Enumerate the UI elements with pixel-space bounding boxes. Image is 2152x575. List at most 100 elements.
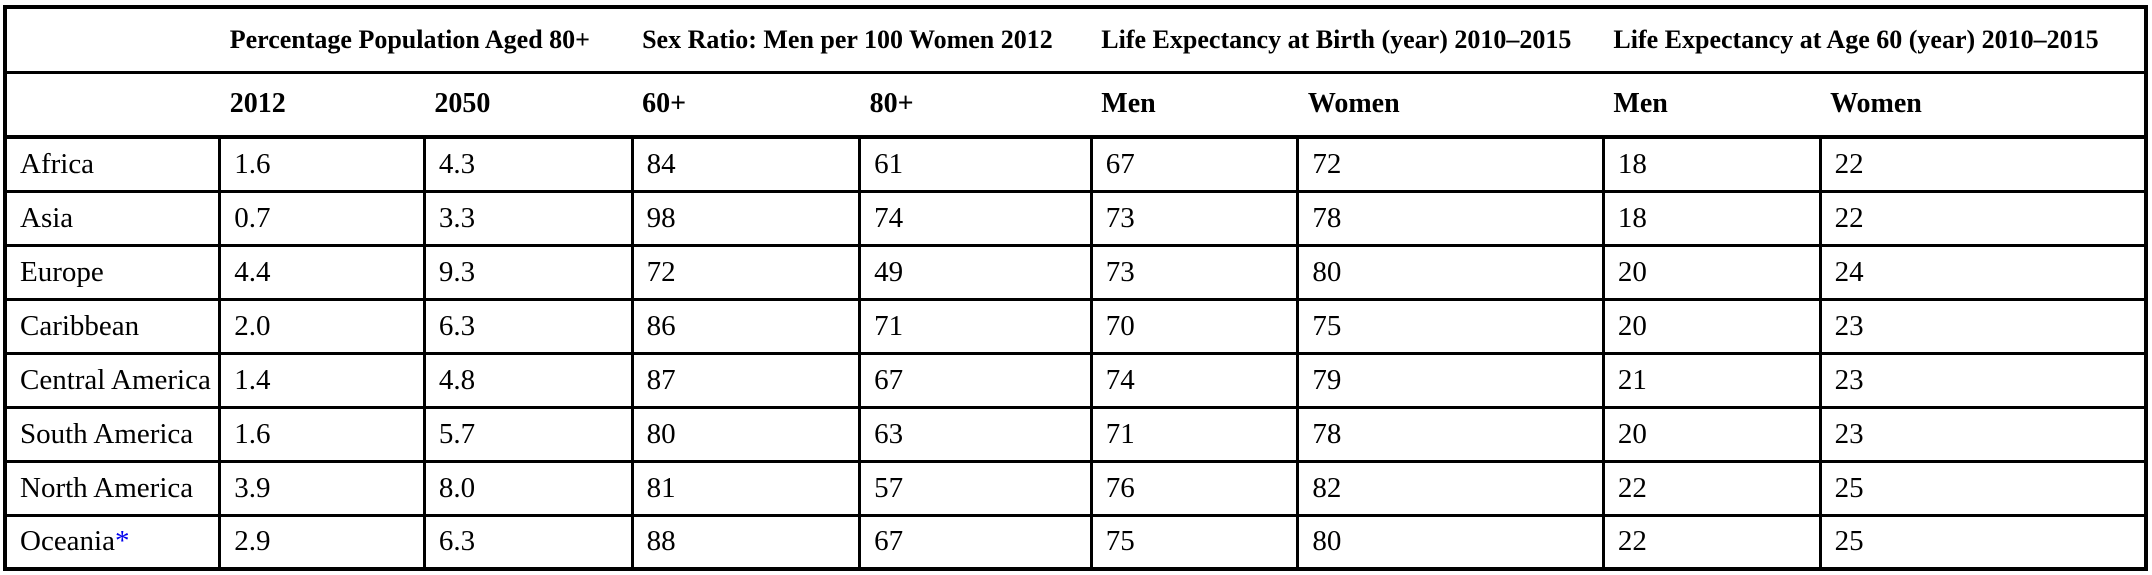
- table-row: North America 3.9 8.0 81 57 76 82 22 25: [3, 459, 2148, 517]
- value-cell: 74: [858, 189, 1093, 247]
- value-cell: 61: [858, 135, 1093, 193]
- group-header-life-expectancy-birth: Life Expectancy at Birth (year) 2010–201…: [1091, 7, 1604, 74]
- value-cell: 80: [1296, 243, 1605, 301]
- region-cell: Asia: [3, 189, 222, 247]
- value-cell: 18: [1601, 135, 1822, 193]
- value-cell: 23: [1818, 351, 2148, 409]
- table-row: Caribbean 2.0 6.3 86 71 70 75 20 23: [3, 297, 2148, 355]
- region-label: Africa: [20, 147, 95, 180]
- value-cell: 49: [858, 243, 1093, 301]
- group-header-empty: [5, 7, 220, 74]
- value-cell: 5.7: [422, 405, 634, 463]
- value-cell: 75: [1089, 513, 1300, 571]
- value-cell: 20: [1601, 405, 1822, 463]
- value-cell: 22: [1818, 135, 2148, 193]
- region-cell: Central America: [3, 351, 222, 409]
- sub-header-60plus: 60+: [632, 72, 860, 139]
- value-cell: 76: [1089, 459, 1300, 517]
- value-cell: 73: [1089, 243, 1300, 301]
- value-cell: 87: [630, 351, 862, 409]
- value-cell: 84: [630, 135, 862, 193]
- value-cell: 80: [630, 405, 862, 463]
- region-cell: Caribbean: [3, 297, 222, 355]
- region-label: Europe: [20, 255, 104, 288]
- value-cell: 22: [1818, 189, 2148, 247]
- value-cell: 6.3: [422, 297, 634, 355]
- sub-header-row: 2012 2050 60+ 80+ Men Women Men Women: [5, 72, 2146, 139]
- group-header-sex-ratio: Sex Ratio: Men per 100 Women 2012: [632, 7, 1092, 74]
- region-cell: Europe: [3, 243, 222, 301]
- table-row: Central America 1.4 4.8 87 67 74 79 21 2…: [3, 351, 2148, 409]
- value-cell: 80: [1296, 513, 1605, 571]
- value-cell: 72: [1296, 135, 1605, 193]
- value-cell: 88: [630, 513, 862, 571]
- value-cell: 20: [1601, 297, 1822, 355]
- value-cell: 1.6: [218, 405, 426, 463]
- region-label: Central America: [20, 363, 211, 396]
- value-cell: 86: [630, 297, 862, 355]
- value-cell: 18: [1601, 189, 1822, 247]
- sub-header-empty: [5, 72, 220, 139]
- value-cell: 81: [630, 459, 862, 517]
- value-cell: 67: [858, 513, 1093, 571]
- value-cell: 8.0: [422, 459, 634, 517]
- value-cell: 1.6: [218, 135, 426, 193]
- table-row: Europe 4.4 9.3 72 49 73 80 20 24: [3, 243, 2148, 301]
- value-cell: 82: [1296, 459, 1605, 517]
- value-cell: 71: [1089, 405, 1300, 463]
- sub-header-women-birth: Women: [1297, 72, 1604, 139]
- region-label: Caribbean: [20, 309, 140, 342]
- value-cell: 75: [1296, 297, 1605, 355]
- value-cell: 78: [1296, 189, 1605, 247]
- value-cell: 2.0: [218, 297, 426, 355]
- table-row: South America 1.6 5.7 80 63 71 78 20 23: [3, 405, 2148, 463]
- value-cell: 9.3: [422, 243, 634, 301]
- value-cell: 6.3: [422, 513, 634, 571]
- table-row: Asia 0.7 3.3 98 74 73 78 18 22: [3, 189, 2148, 247]
- value-cell: 22: [1601, 459, 1822, 517]
- value-cell: 24: [1818, 243, 2148, 301]
- value-cell: 98: [630, 189, 862, 247]
- sub-header-men-birth: Men: [1091, 72, 1298, 139]
- sub-header-women-60: Women: [1820, 72, 2146, 139]
- value-cell: 74: [1089, 351, 1300, 409]
- group-header-row: Percentage Population Aged 80+ Sex Ratio…: [5, 7, 2146, 74]
- sub-header-2012: 2012: [219, 72, 425, 139]
- value-cell: 25: [1818, 513, 2148, 571]
- value-cell: 70: [1089, 297, 1300, 355]
- value-cell: 4.3: [422, 135, 634, 193]
- value-cell: 67: [858, 351, 1093, 409]
- value-cell: 63: [858, 405, 1093, 463]
- value-cell: 23: [1818, 405, 2148, 463]
- region-label: Asia: [20, 201, 74, 234]
- sub-header-2050: 2050: [424, 72, 633, 139]
- value-cell: 57: [858, 459, 1093, 517]
- sub-header-men-60: Men: [1603, 72, 1821, 139]
- value-cell: 3.3: [422, 189, 634, 247]
- region-cell: Africa: [3, 135, 222, 193]
- value-cell: 2.9: [218, 513, 426, 571]
- group-header-life-expectancy-60: Life Expectancy at Age 60 (year) 2010–20…: [1603, 7, 2146, 74]
- footnote-marker[interactable]: *: [115, 525, 130, 558]
- group-header-percentage-80plus: Percentage Population Aged 80+: [219, 7, 633, 74]
- value-cell: 22: [1601, 513, 1822, 571]
- value-cell: 72: [630, 243, 862, 301]
- value-cell: 25: [1818, 459, 2148, 517]
- value-cell: 79: [1296, 351, 1605, 409]
- value-cell: 78: [1296, 405, 1605, 463]
- value-cell: 20: [1601, 243, 1822, 301]
- region-cell: Oceania*: [3, 513, 222, 571]
- region-cell: South America: [3, 405, 222, 463]
- value-cell: 23: [1818, 297, 2148, 355]
- value-cell: 73: [1089, 189, 1300, 247]
- table-row: Africa 1.6 4.3 84 61 67 72 18 22: [3, 135, 2148, 193]
- value-cell: 0.7: [218, 189, 426, 247]
- value-cell: 4.4: [218, 243, 426, 301]
- value-cell: 21: [1601, 351, 1822, 409]
- sub-header-80plus: 80+: [859, 72, 1092, 139]
- value-cell: 1.4: [218, 351, 426, 409]
- table-row: Oceania* 2.9 6.3 88 67 75 80 22 25: [3, 513, 2148, 571]
- value-cell: 71: [858, 297, 1093, 355]
- value-cell: 4.8: [422, 351, 634, 409]
- demographics-table: Percentage Population Aged 80+ Sex Ratio…: [3, 5, 2148, 571]
